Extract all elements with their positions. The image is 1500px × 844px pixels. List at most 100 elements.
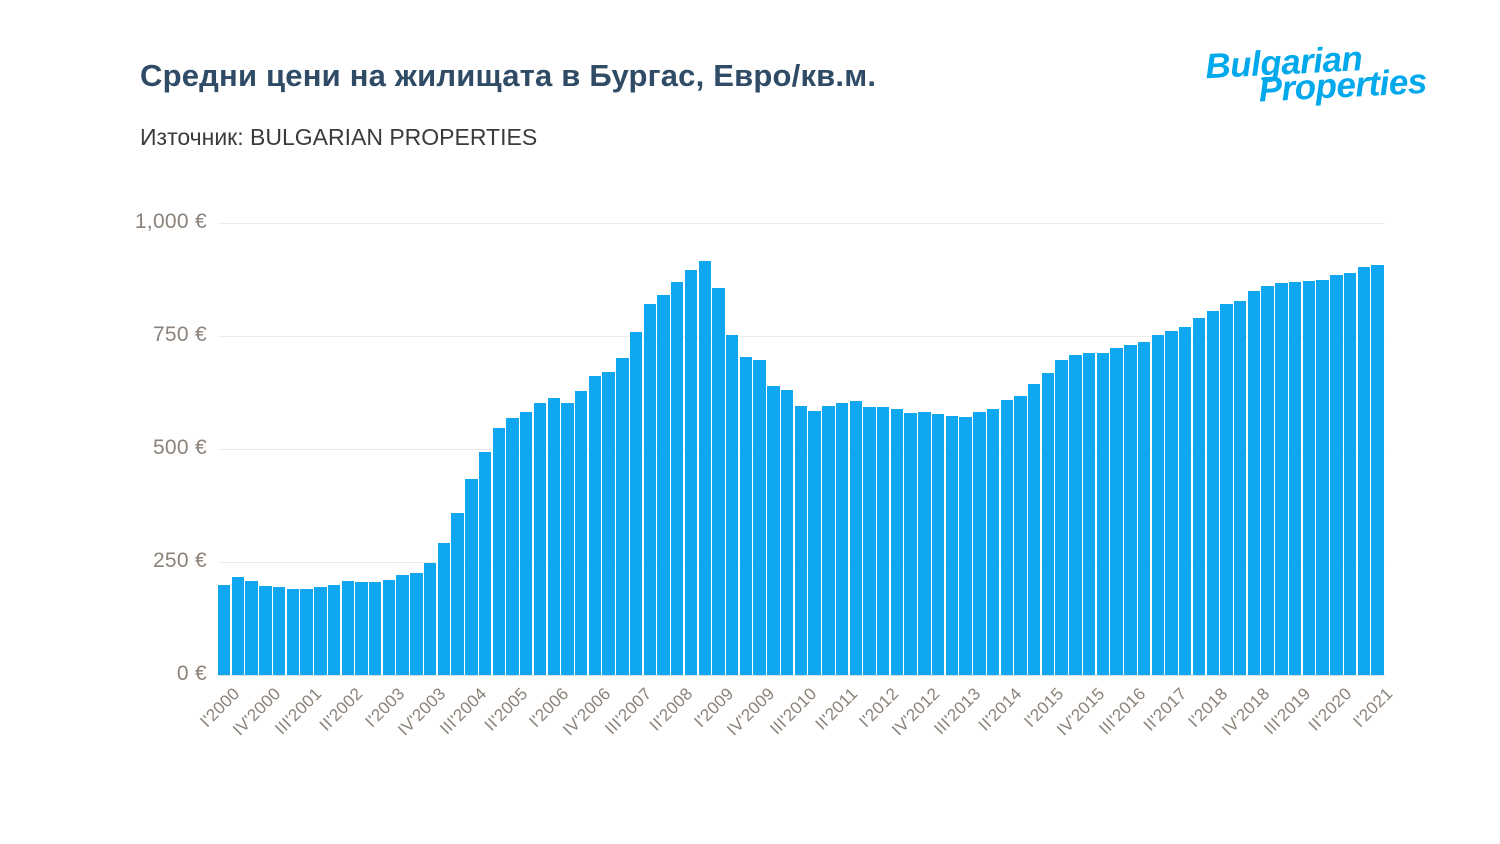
bar — [1330, 274, 1343, 675]
x-axis-tick-label: II'2002 — [316, 684, 367, 735]
x-axis-tick-label: I'2021 — [1349, 684, 1397, 732]
bar — [1275, 282, 1288, 675]
bar — [1261, 286, 1274, 675]
bar — [986, 408, 1000, 675]
bar — [1014, 395, 1027, 675]
bar — [327, 584, 341, 675]
bar — [616, 357, 629, 675]
bar — [533, 402, 547, 675]
bar — [423, 562, 437, 675]
bar — [1247, 291, 1261, 675]
bar — [973, 412, 986, 675]
bar — [1165, 331, 1178, 675]
bar — [739, 357, 753, 675]
bar — [465, 479, 478, 675]
bar — [1316, 279, 1329, 675]
bar — [877, 407, 890, 675]
y-axis-tick-label: 500 € — [152, 436, 207, 460]
y-axis-tick-label: 250 € — [152, 549, 207, 573]
bar — [1179, 326, 1192, 675]
bar — [1124, 345, 1137, 675]
bar — [1151, 335, 1165, 675]
y-axis-tick-label: 0 € — [176, 662, 207, 686]
bar — [1233, 300, 1247, 675]
bar — [574, 391, 588, 675]
bar — [1041, 372, 1055, 675]
bar — [437, 543, 451, 675]
bars-layer — [218, 223, 1385, 675]
gridline — [218, 336, 1385, 337]
bar — [506, 418, 519, 675]
bar — [712, 288, 725, 675]
bar — [780, 389, 794, 675]
bar — [300, 588, 313, 675]
bar — [1302, 281, 1316, 675]
bar — [1371, 265, 1384, 675]
bar — [643, 303, 657, 675]
source-label: Източник: BULGARIAN PROPERTIES — [140, 124, 538, 150]
bar — [410, 572, 423, 675]
bar — [1110, 348, 1123, 675]
bar — [245, 580, 258, 675]
bar — [1220, 303, 1233, 675]
bar — [341, 581, 354, 675]
bar — [478, 451, 492, 675]
bar — [1055, 359, 1068, 675]
bar — [520, 411, 533, 675]
bar — [1206, 310, 1219, 675]
bar — [767, 386, 780, 675]
x-axis-line — [218, 675, 1385, 676]
y-axis-tick-label: 1,000 € — [134, 210, 207, 234]
bar — [959, 417, 972, 675]
bar — [314, 587, 327, 675]
bar — [753, 359, 766, 675]
bar — [396, 574, 409, 675]
bar — [657, 294, 670, 675]
bar — [822, 405, 835, 675]
bar — [684, 269, 698, 675]
bar — [794, 405, 808, 675]
bar — [849, 400, 862, 675]
bar — [945, 416, 959, 675]
x-axis-tick-label: II'2020 — [1304, 684, 1356, 735]
x-axis-tick-label: II'2017 — [1139, 684, 1191, 735]
bar — [808, 411, 821, 675]
x-axis-tick-label: II'2014 — [975, 684, 1026, 735]
bar — [931, 414, 945, 675]
bar — [286, 589, 300, 675]
bar — [218, 584, 231, 675]
gridline — [218, 223, 1385, 224]
bar — [272, 586, 286, 675]
bar — [890, 409, 904, 675]
bar — [547, 398, 560, 675]
bar — [602, 372, 615, 675]
bar — [355, 582, 368, 675]
bar — [698, 260, 711, 675]
bar — [1288, 281, 1302, 675]
x-axis-tick-label: II'2005 — [480, 684, 532, 735]
bar — [1069, 354, 1082, 675]
bar — [918, 411, 931, 675]
bar — [231, 576, 245, 675]
bar — [259, 585, 272, 675]
bar — [904, 413, 917, 675]
y-axis-tick-label: 750 € — [152, 323, 207, 347]
bar — [382, 580, 396, 675]
bar — [1096, 353, 1110, 675]
bar — [588, 376, 602, 675]
bar — [369, 582, 382, 675]
bar — [629, 331, 643, 675]
bar — [451, 513, 464, 675]
bar — [1192, 317, 1206, 675]
bar — [1137, 341, 1151, 675]
bar — [1028, 384, 1041, 675]
bar — [1082, 352, 1096, 675]
bar — [671, 282, 684, 675]
bar — [492, 427, 505, 675]
bar — [1000, 400, 1013, 675]
x-axis-tick-label: II'2011 — [811, 684, 862, 734]
bar — [561, 402, 574, 675]
bar — [863, 406, 876, 675]
